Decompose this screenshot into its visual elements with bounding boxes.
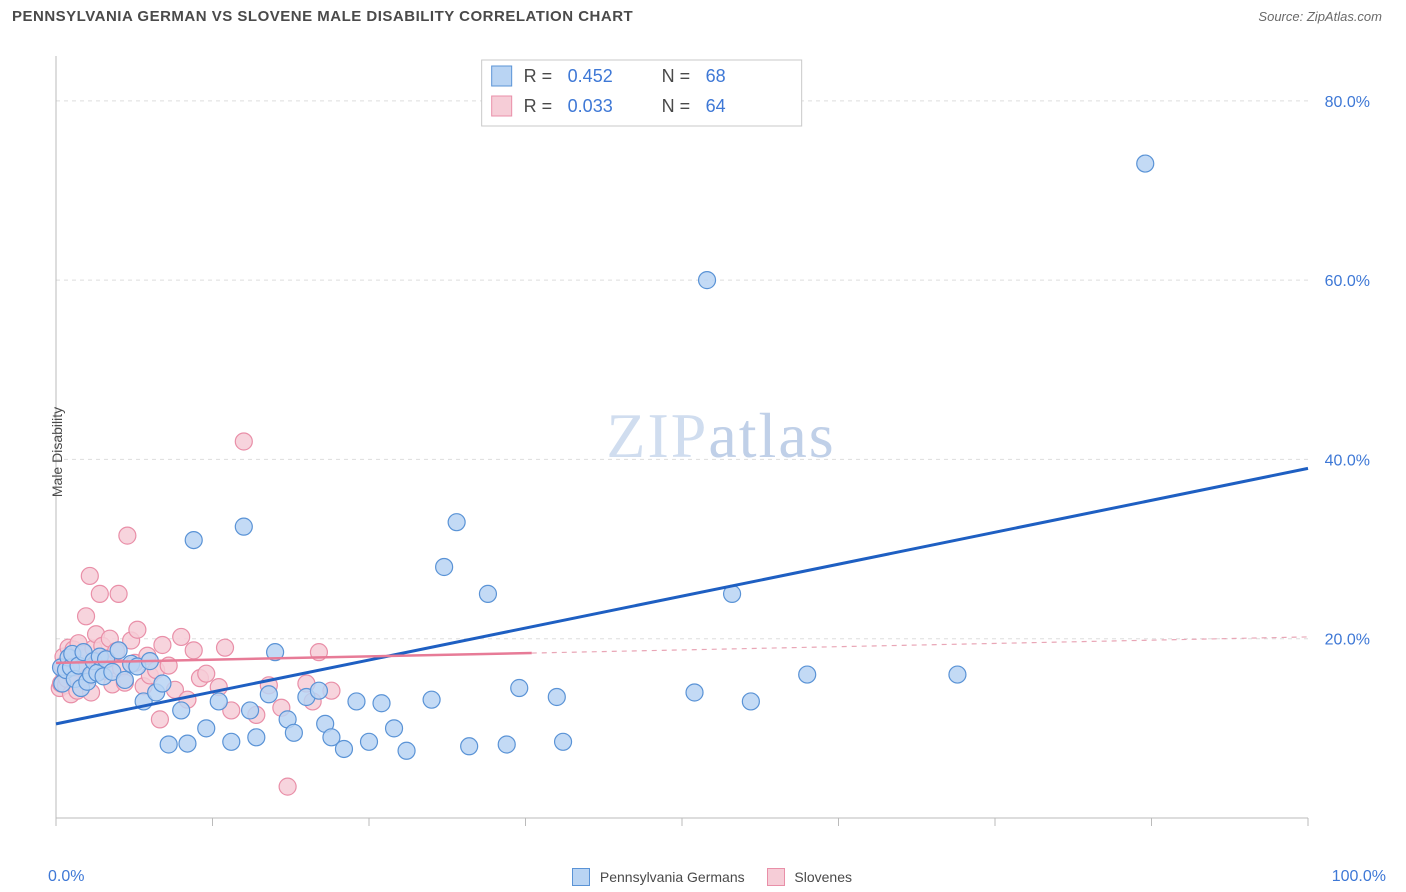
y-axis-label: Male Disability: [49, 407, 65, 497]
legend-swatch-sl: [767, 868, 785, 886]
x-axis-end: 100.0%: [1332, 868, 1386, 886]
svg-text:68: 68: [706, 66, 726, 86]
svg-text:60.0%: 60.0%: [1325, 273, 1370, 290]
scatter-chart: 20.0% 40.0% 60.0% 80.0% R = 0.452 N = 68 R = 0.03…: [48, 48, 1378, 838]
svg-text:R =: R =: [524, 96, 553, 116]
svg-text:0.033: 0.033: [568, 96, 613, 116]
legend-swatch-pg: [572, 868, 590, 886]
chart-area: Male Disability 20.0% 40.0% 60.0% 80.0% R = 0…: [48, 48, 1394, 856]
svg-text:64: 64: [706, 96, 726, 116]
svg-text:N =: N =: [662, 66, 691, 86]
chart-title: PENNSYLVANIA GERMAN VS SLOVENE MALE DISA…: [12, 8, 633, 25]
svg-text:0.452: 0.452: [568, 66, 613, 86]
svg-text:20.0%: 20.0%: [1325, 632, 1370, 649]
legend-label-sl: Slovenes: [794, 869, 852, 885]
legend-label-pg: Pennsylvania Germans: [600, 869, 745, 885]
svg-text:80.0%: 80.0%: [1325, 94, 1370, 111]
chart-header: PENNSYLVANIA GERMAN VS SLOVENE MALE DISA…: [0, 0, 1406, 29]
chart-source: Source: ZipAtlas.com: [1258, 9, 1382, 24]
svg-text:40.0%: 40.0%: [1325, 452, 1370, 469]
svg-text:N =: N =: [662, 96, 691, 116]
bottom-legend: Pennsylvania Germans Slovenes: [0, 868, 1406, 886]
x-axis-start: 0.0%: [48, 868, 84, 886]
svg-text:R =: R =: [524, 66, 553, 86]
